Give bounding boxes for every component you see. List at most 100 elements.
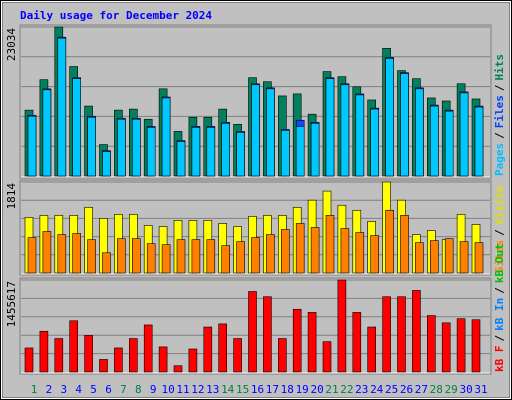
bar — [206, 239, 216, 274]
x-tick-label: 4 — [75, 383, 82, 396]
bar — [263, 296, 272, 373]
bar — [310, 122, 320, 177]
legend: Sites / Visits — [493, 186, 506, 274]
bar — [27, 115, 37, 177]
bar — [295, 223, 305, 274]
x-tick-label: 19 — [296, 383, 309, 396]
bar — [132, 238, 141, 274]
bar — [24, 347, 34, 373]
legend-entry: Hits — [493, 54, 506, 81]
bar — [367, 326, 377, 373]
y-max-label: 1455617 — [5, 281, 18, 327]
bar — [471, 319, 481, 373]
legend-entry: kB Out — [493, 243, 506, 283]
x-tick-label: 5 — [90, 383, 97, 396]
bar — [42, 89, 52, 177]
y-max-label: 23034 — [5, 28, 18, 61]
bar — [117, 238, 126, 274]
bar — [161, 244, 171, 274]
bar — [412, 290, 421, 373]
bar — [221, 245, 230, 274]
bar — [325, 215, 335, 274]
bar — [132, 118, 141, 177]
bar — [87, 116, 96, 177]
x-tick-label: 20 — [310, 383, 323, 396]
bar — [280, 130, 290, 177]
legend-entry: Sites — [493, 240, 506, 273]
bar — [266, 88, 275, 177]
bar — [370, 235, 380, 274]
x-tick-label: 17 — [266, 383, 279, 396]
bar — [39, 330, 49, 373]
x-tick-label: 25 — [385, 383, 398, 396]
x-tick-label: 15 — [236, 383, 249, 396]
x-tick-label: 1 — [31, 383, 38, 396]
legend-separator: / — [493, 132, 506, 139]
bar — [191, 239, 201, 274]
legend-entry: Pages — [493, 143, 506, 176]
bar — [310, 227, 320, 274]
bar — [295, 126, 305, 177]
bar — [117, 118, 126, 177]
bar — [84, 335, 93, 373]
bar — [429, 105, 439, 177]
bar — [176, 239, 186, 274]
bar — [161, 97, 171, 177]
bar — [146, 127, 156, 177]
bar — [474, 242, 484, 274]
bar — [459, 92, 469, 177]
bar — [355, 232, 365, 274]
bar — [441, 322, 451, 373]
x-tick-label: 30 — [459, 383, 472, 396]
bar — [251, 237, 260, 274]
bar — [42, 231, 52, 274]
bar — [27, 237, 37, 274]
bar — [444, 110, 454, 177]
legend-entry: kB In — [493, 298, 506, 331]
bar — [102, 252, 111, 274]
bar — [280, 229, 290, 274]
x-tick-label: 31 — [474, 383, 487, 396]
bar — [143, 324, 153, 373]
x-tick-label: 13 — [206, 383, 219, 396]
bar — [456, 318, 466, 373]
bar — [352, 312, 362, 373]
bar — [236, 132, 245, 177]
bar — [355, 94, 365, 177]
legend-separator: / — [493, 229, 506, 236]
bar — [54, 338, 64, 373]
legend-separator: / — [493, 287, 506, 294]
bar — [415, 242, 424, 274]
x-tick-label: 10 — [161, 383, 174, 396]
legend: Pages / Files / Hits — [493, 54, 506, 176]
bar — [444, 238, 454, 274]
bar — [474, 106, 484, 177]
bar — [426, 315, 436, 373]
bar — [206, 127, 216, 177]
legend-separator: / — [493, 335, 506, 342]
legend-entry: Visits — [493, 186, 506, 226]
bar — [57, 37, 67, 177]
x-tick-label: 7 — [120, 383, 127, 396]
bar — [322, 341, 332, 373]
bar — [102, 151, 111, 177]
bar — [277, 338, 287, 373]
bar — [385, 209, 394, 274]
bar — [266, 234, 275, 274]
bar — [72, 78, 81, 177]
x-tick-label: 12 — [191, 383, 204, 396]
bar — [385, 58, 394, 177]
bar — [400, 73, 409, 177]
x-tick-label: 26 — [400, 383, 413, 396]
x-tick-label: 18 — [281, 383, 294, 396]
bar — [337, 279, 347, 373]
bar — [218, 323, 227, 373]
bar — [397, 296, 406, 373]
x-tick-label: 29 — [445, 383, 458, 396]
bar — [173, 365, 183, 373]
bar — [72, 233, 81, 274]
bar — [99, 359, 108, 373]
bar — [415, 88, 424, 177]
x-tick-label: 24 — [370, 383, 384, 396]
bar — [129, 338, 138, 373]
